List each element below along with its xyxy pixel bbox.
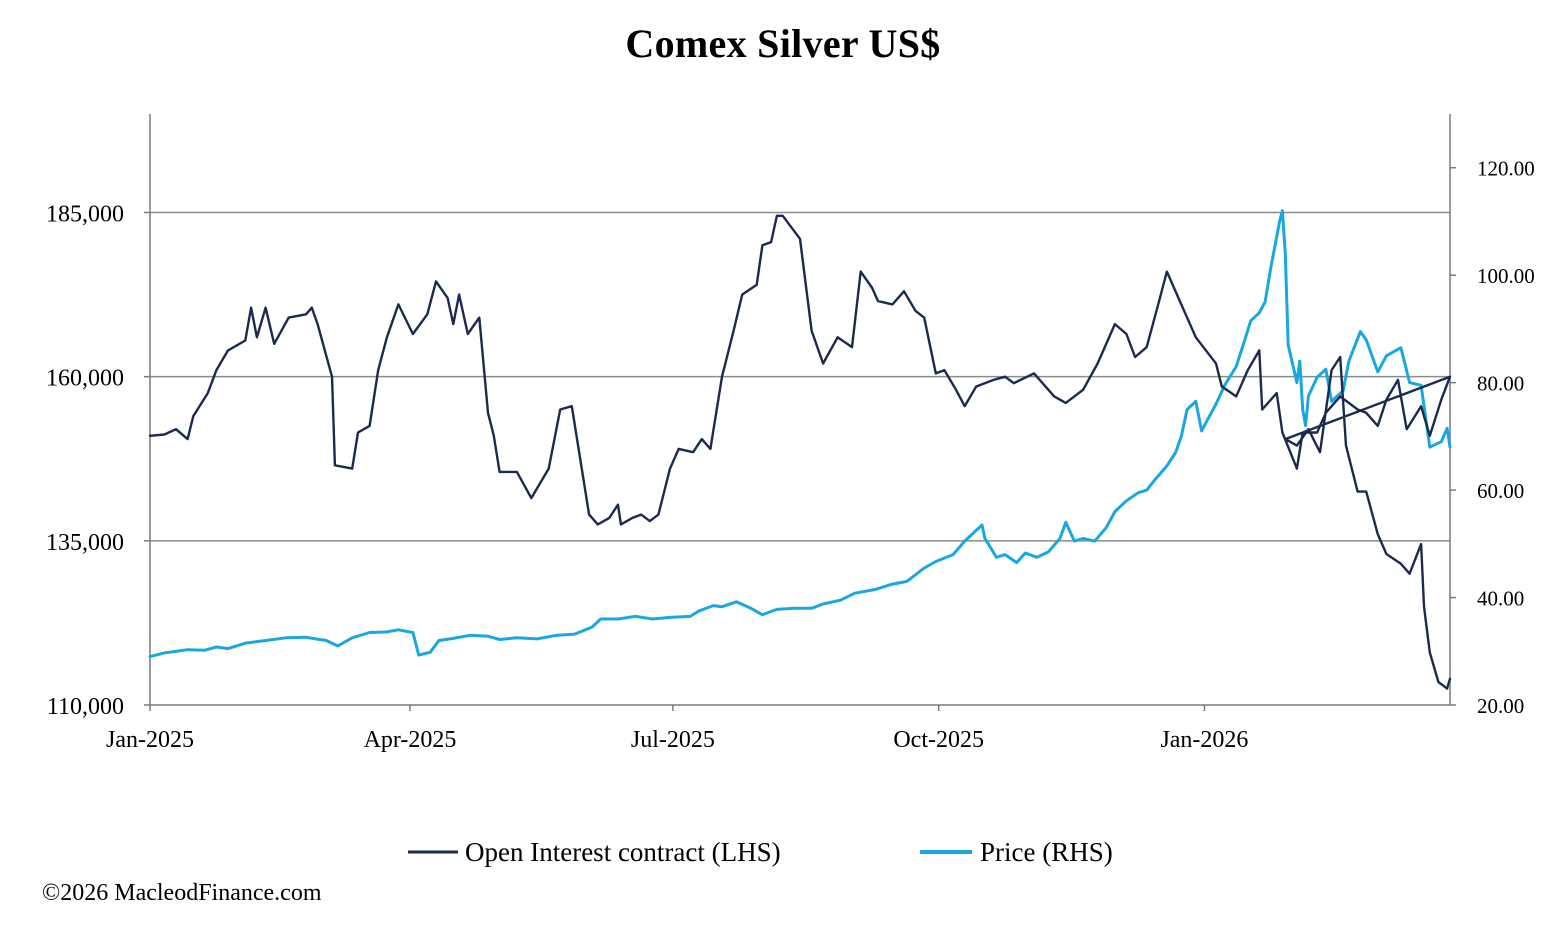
right-tick-label: 20.00 [1477, 694, 1524, 718]
legend-price-label: Price (RHS) [980, 837, 1113, 867]
right-tick-label: 60.00 [1477, 479, 1524, 503]
right-tick-label: 120.00 [1477, 157, 1535, 181]
right-tick-label: 40.00 [1477, 587, 1524, 611]
left-tick-label: 135,000 [46, 530, 124, 556]
x-tick-label: Jul-2025 [631, 727, 715, 753]
right-tick-label: 100.00 [1477, 264, 1535, 288]
copyright-text: ©2026 MacleodFinance.com [42, 880, 322, 906]
series-lines [148, 209, 1452, 690]
open-interest-line [148, 214, 1452, 690]
legend: Open Interest contract (LHS) Price (RHS) [408, 837, 1113, 867]
left-tick-label: 160,000 [46, 366, 124, 392]
axes: 110,000 135,000 160,000 185,000 20.00 40.00 60… [46, 114, 1535, 753]
x-tick-label: Jan-2026 [1160, 727, 1248, 753]
chart-title: Comex Silver US$ [625, 21, 941, 66]
left-tick-label: 185,000 [46, 202, 124, 228]
right-tick-label: 80.00 [1477, 372, 1524, 396]
left-tick-label: 110,000 [47, 694, 124, 720]
legend-open-interest-label: Open Interest contract (LHS) [465, 837, 781, 867]
x-tick-label: Oct-2025 [893, 727, 984, 753]
x-tick-label: Jan-2025 [106, 727, 194, 753]
x-tick-label: Apr-2025 [364, 727, 457, 753]
gridlines [150, 211, 1450, 542]
price-line [148, 209, 1452, 659]
